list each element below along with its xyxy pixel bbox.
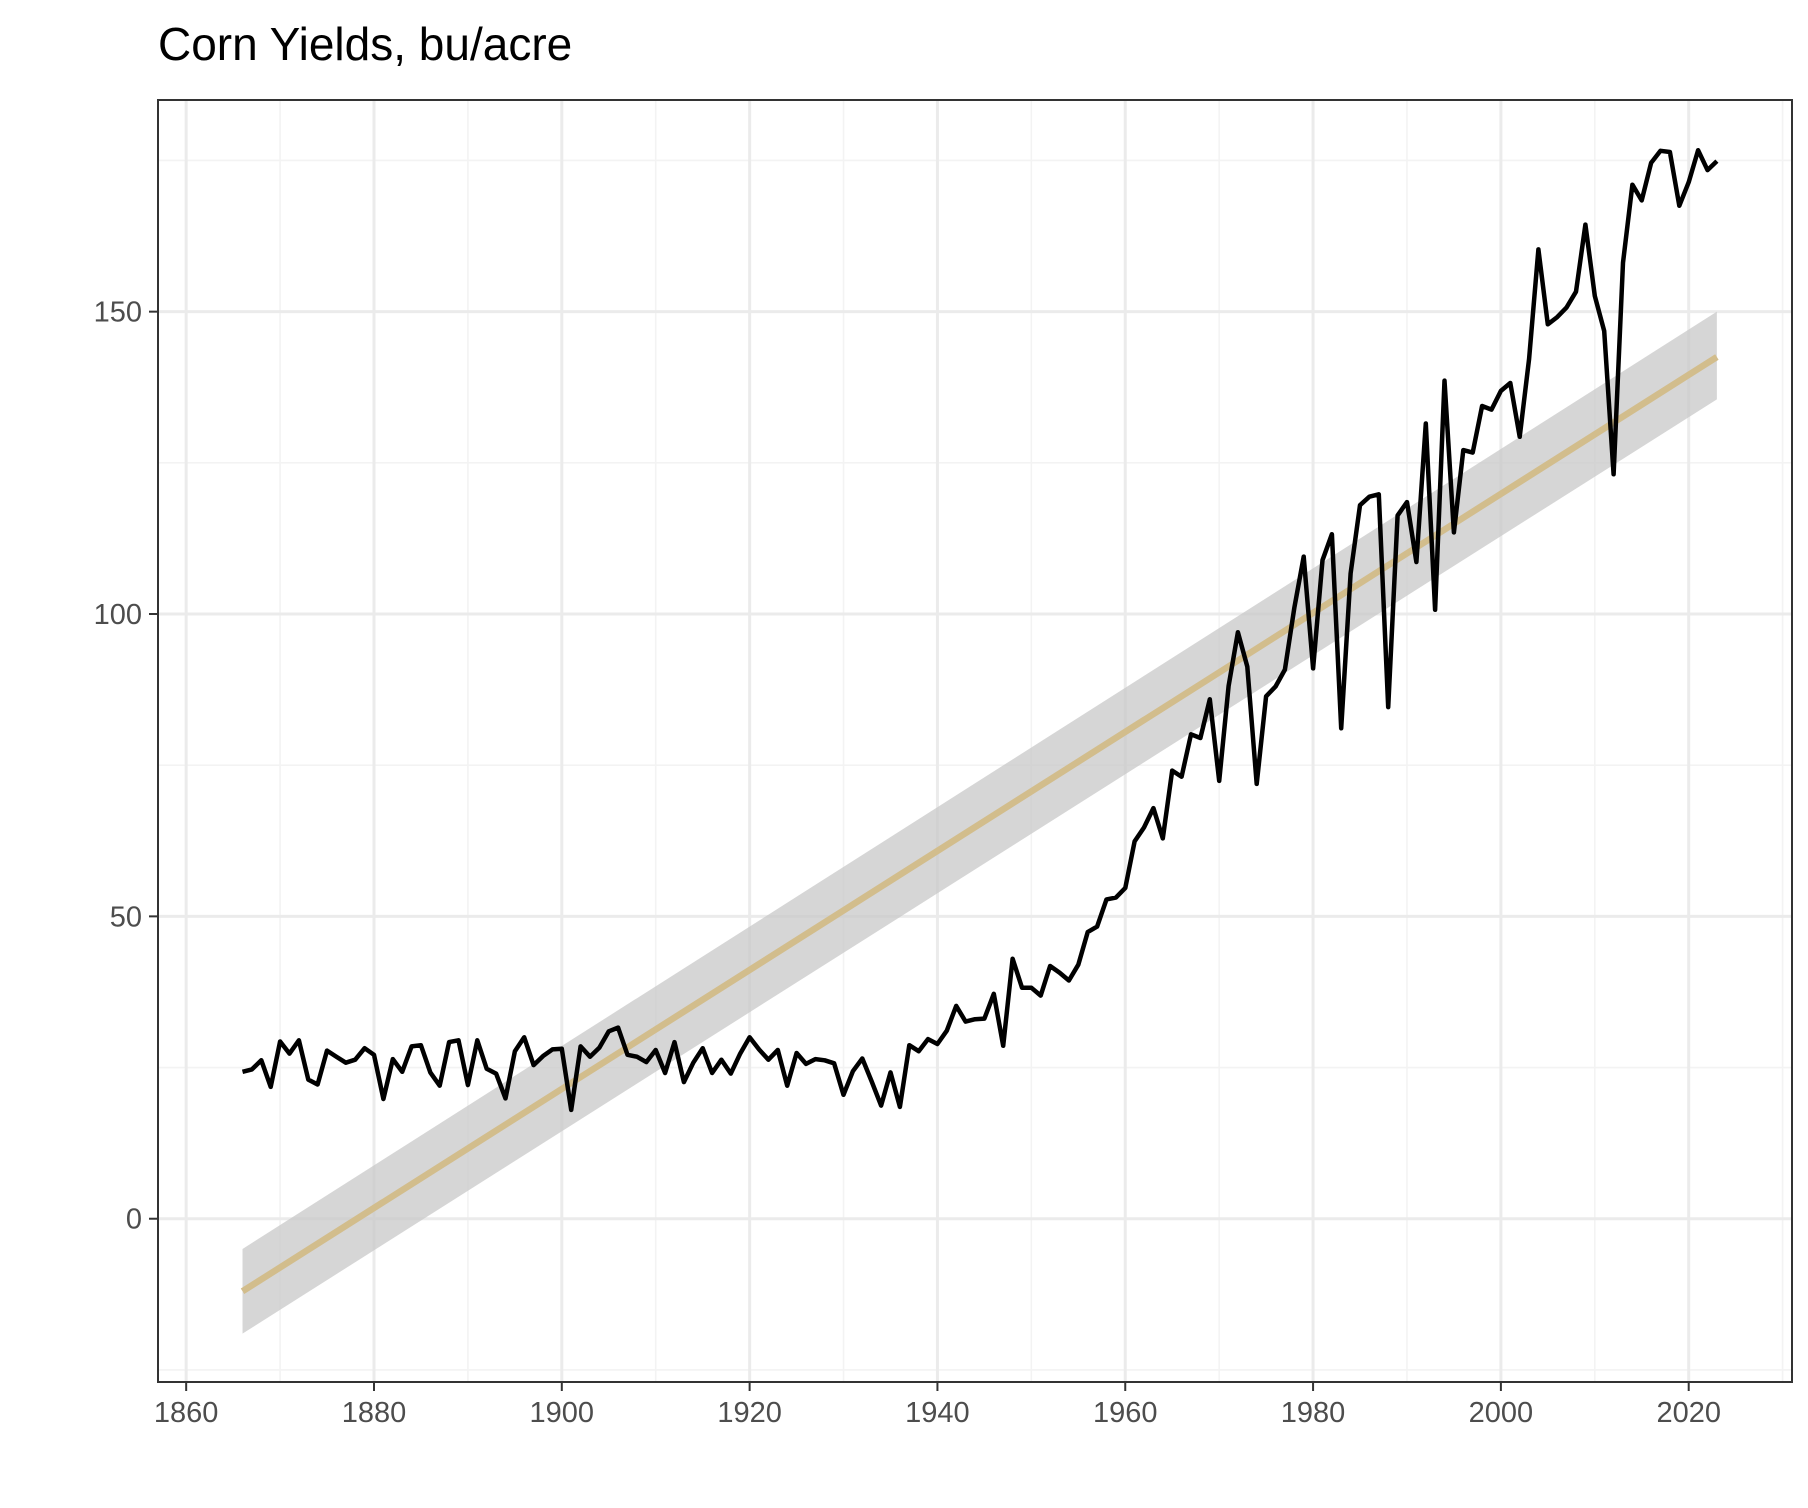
x-tick-label: 1880 xyxy=(342,1397,407,1429)
y-tick-label: 50 xyxy=(110,901,142,933)
x-tick-label: 1940 xyxy=(905,1397,970,1429)
trend-line xyxy=(240,354,1719,1295)
y-tick-label: 0 xyxy=(126,1204,142,1236)
series-line-layer xyxy=(241,147,1719,1113)
x-tick-label: 2000 xyxy=(1469,1397,1534,1429)
x-axis: 1860 1880 1900 1920 1940 1960 1980 2000 2020 xyxy=(154,1382,1721,1429)
x-tick-label: 1860 xyxy=(154,1397,219,1429)
y-tick-label: 150 xyxy=(94,297,142,329)
x-tick-label: 1980 xyxy=(1281,1397,1346,1429)
x-tick-label: 1900 xyxy=(530,1397,595,1429)
plot-panel-border xyxy=(157,99,1793,1383)
chart-title: Corn Yields, bu/acre xyxy=(158,18,572,70)
x-tick-label: 1960 xyxy=(1093,1397,1158,1429)
major-gridlines xyxy=(158,100,1792,1382)
y-axis: 0 50 100 150 xyxy=(94,297,158,1236)
x-tick-label: 1920 xyxy=(717,1397,782,1429)
y-tick-label: 100 xyxy=(94,599,142,631)
trend-line-layer xyxy=(240,354,1719,1295)
x-tick-label: 2020 xyxy=(1656,1397,1721,1429)
yield-series-line xyxy=(241,147,1719,1113)
